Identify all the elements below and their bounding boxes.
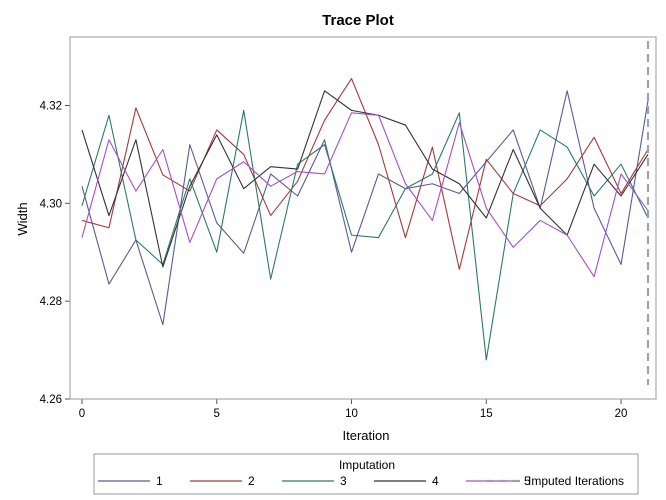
legend-label: 1 [156,474,163,488]
series-line-1 [81,90,649,326]
axis-ticks: 0 5 10 15 20 4.26 4.28 4.30 4.32 [40,100,628,420]
legend-label: 3 [340,474,347,488]
y-tick-label: 4.30 [40,198,62,210]
x-axis-label: Iteration [343,428,390,443]
legend-label: 2 [248,474,255,488]
series-line-4 [81,90,649,268]
legend-label: Imputed Iterations [528,474,624,488]
y-tick-label: 4.26 [40,394,62,406]
x-tick-label: 0 [79,408,85,420]
series-layer [81,41,650,385]
legend-frame [93,453,639,495]
series-line-2 [81,78,649,270]
y-tick-label: 4.32 [40,100,62,112]
x-tick-label: 20 [615,408,628,420]
series-line-3 [81,109,649,361]
legend-label: 5 [524,474,531,488]
plot-area-frame [69,36,657,400]
chart-title: Trace Plot [322,12,394,29]
legend-label: 4 [432,474,439,488]
series-line-5 [81,112,649,278]
x-tick-label: 5 [214,408,220,420]
legend-title: Imputation [339,458,395,472]
x-tick-label: 10 [345,408,358,420]
y-tick-label: 4.28 [40,296,62,308]
y-axis-label: Width [15,202,30,235]
x-tick-label: 15 [480,408,493,420]
